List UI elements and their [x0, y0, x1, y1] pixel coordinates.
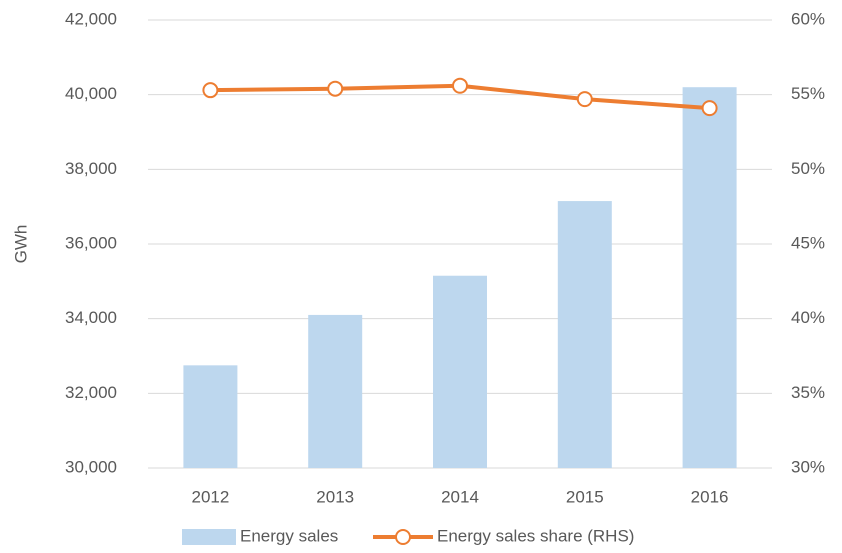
y-tick-label: 36,000 [65, 233, 117, 252]
y2-tick-label: 30% [791, 457, 825, 476]
legend-swatch [182, 529, 236, 545]
bar [557, 201, 612, 469]
y2-tick-label: 50% [791, 159, 825, 178]
bar [308, 314, 363, 468]
y2-tick-label: 60% [791, 9, 825, 28]
y-tick-label: 42,000 [65, 9, 117, 28]
line-marker [327, 80, 344, 97]
y2-tick-label: 55% [791, 84, 825, 103]
y2-tick-label: 40% [791, 308, 825, 327]
y-tick-label: 30,000 [65, 457, 117, 476]
x-tick-label: 2014 [441, 487, 479, 506]
x-tick-label: 2012 [191, 487, 229, 506]
line-marker [202, 82, 219, 99]
line-marker [576, 91, 593, 108]
y-tick-label: 34,000 [65, 308, 117, 327]
bar [433, 275, 487, 468]
y-tick-label: 32,000 [65, 383, 117, 402]
y-axis-label: GWh [11, 225, 30, 264]
legend-label: Energy sales share (RHS) [437, 526, 634, 545]
bar [682, 87, 737, 468]
y2-tick-label: 45% [791, 233, 825, 252]
legend-label: Energy sales [240, 526, 338, 545]
legend-marker [395, 529, 411, 545]
line-marker [701, 100, 718, 117]
x-tick-label: 2015 [566, 487, 604, 506]
x-tick-label: 2013 [316, 487, 354, 506]
x-tick-label: 2016 [691, 487, 729, 506]
y2-tick-label: 35% [791, 383, 825, 402]
bar [183, 365, 238, 468]
line-marker [452, 77, 468, 94]
y-tick-label: 38,000 [65, 159, 117, 178]
y-tick-label: 40,000 [65, 84, 117, 103]
